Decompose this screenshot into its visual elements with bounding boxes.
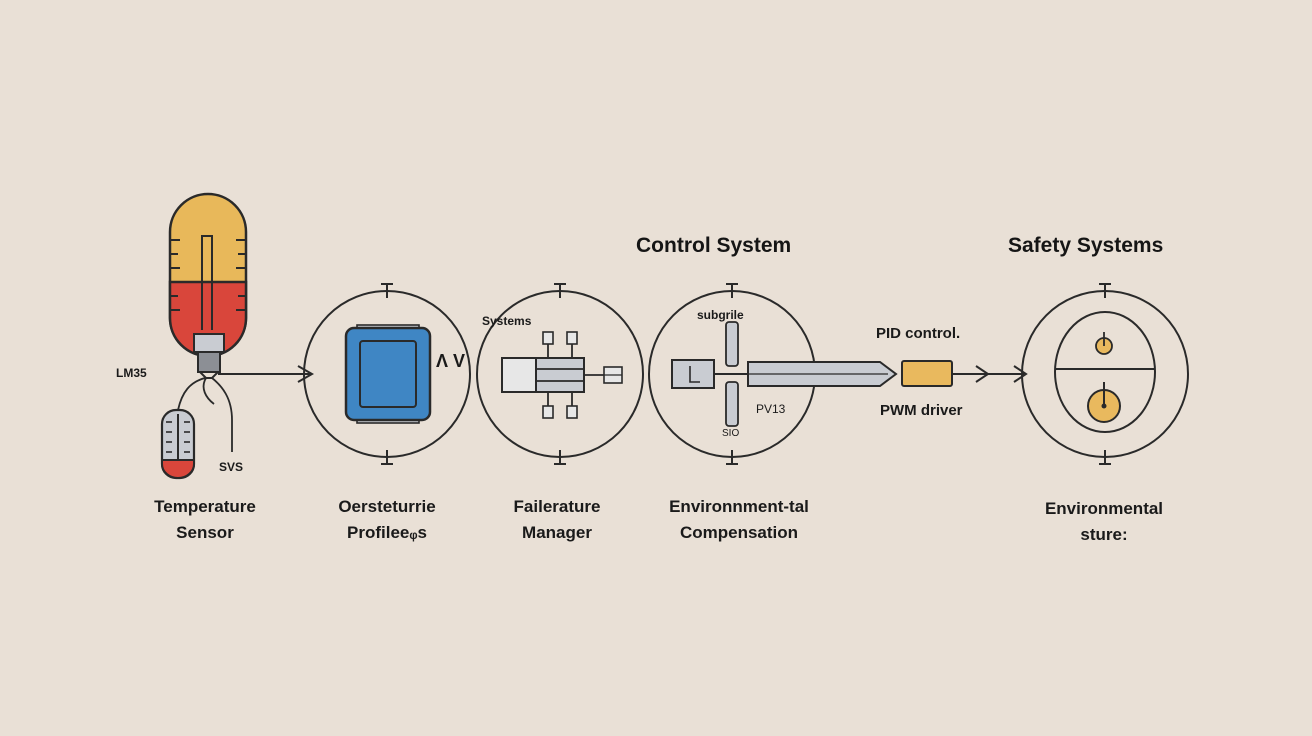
stage-caption-line1: Temperature xyxy=(154,497,256,516)
stage-caption-line1: Oersteturrie xyxy=(338,497,436,516)
stage-caption-profiles: Oersteturrie Profileeᵩs xyxy=(312,494,462,546)
svs-label: SVS xyxy=(219,460,244,474)
lm35-label: LM35 xyxy=(116,366,147,380)
sensor-wires xyxy=(177,377,233,452)
pid-control-label: PID control. xyxy=(876,325,961,342)
profiles-node xyxy=(303,283,471,465)
sensor-bulb-icon xyxy=(168,192,248,379)
stage-caption-line1: Environmental xyxy=(1044,499,1164,518)
control-system-heading: Control System xyxy=(636,234,792,257)
pv13-label: PV13 xyxy=(756,402,786,416)
stage-caption-line2: Manager xyxy=(522,523,592,542)
stage-caption-line2: Sensor xyxy=(176,523,234,542)
stage-caption-manager: Failerature Manager xyxy=(482,494,632,546)
thermometer-icon xyxy=(160,408,196,480)
pid-block xyxy=(901,360,1028,387)
stage-caption-line2: Profileeᵩs xyxy=(347,523,427,542)
manager-node xyxy=(476,283,644,465)
stage-caption-line2: Compensation xyxy=(679,523,799,542)
compensation-node xyxy=(648,283,816,465)
stage-caption-line2: sture: xyxy=(1080,525,1128,544)
profile-mark-label: Λ V xyxy=(436,351,466,371)
systems-label: Systems xyxy=(482,314,532,328)
safety-node xyxy=(1021,283,1189,465)
pwm-driver-label: PWM driver xyxy=(880,402,963,419)
sio-label: SIO xyxy=(722,428,740,439)
stage-caption-compensation: Environnment-tal Compensation xyxy=(644,494,834,546)
stage-caption-line1: Environnment-tal xyxy=(669,497,809,516)
stage-caption-line1: Failerature xyxy=(513,497,601,516)
stage-caption-safety: Environmental sture: xyxy=(1024,496,1184,548)
probe-icon xyxy=(747,361,898,387)
safety-systems-heading: Safety Systems xyxy=(1008,234,1164,257)
stage-caption-sensor: Temperature Sensor xyxy=(130,494,280,546)
subgrile-label: subgrile xyxy=(697,308,744,322)
arrow-sensor-to-profiles xyxy=(218,365,315,383)
